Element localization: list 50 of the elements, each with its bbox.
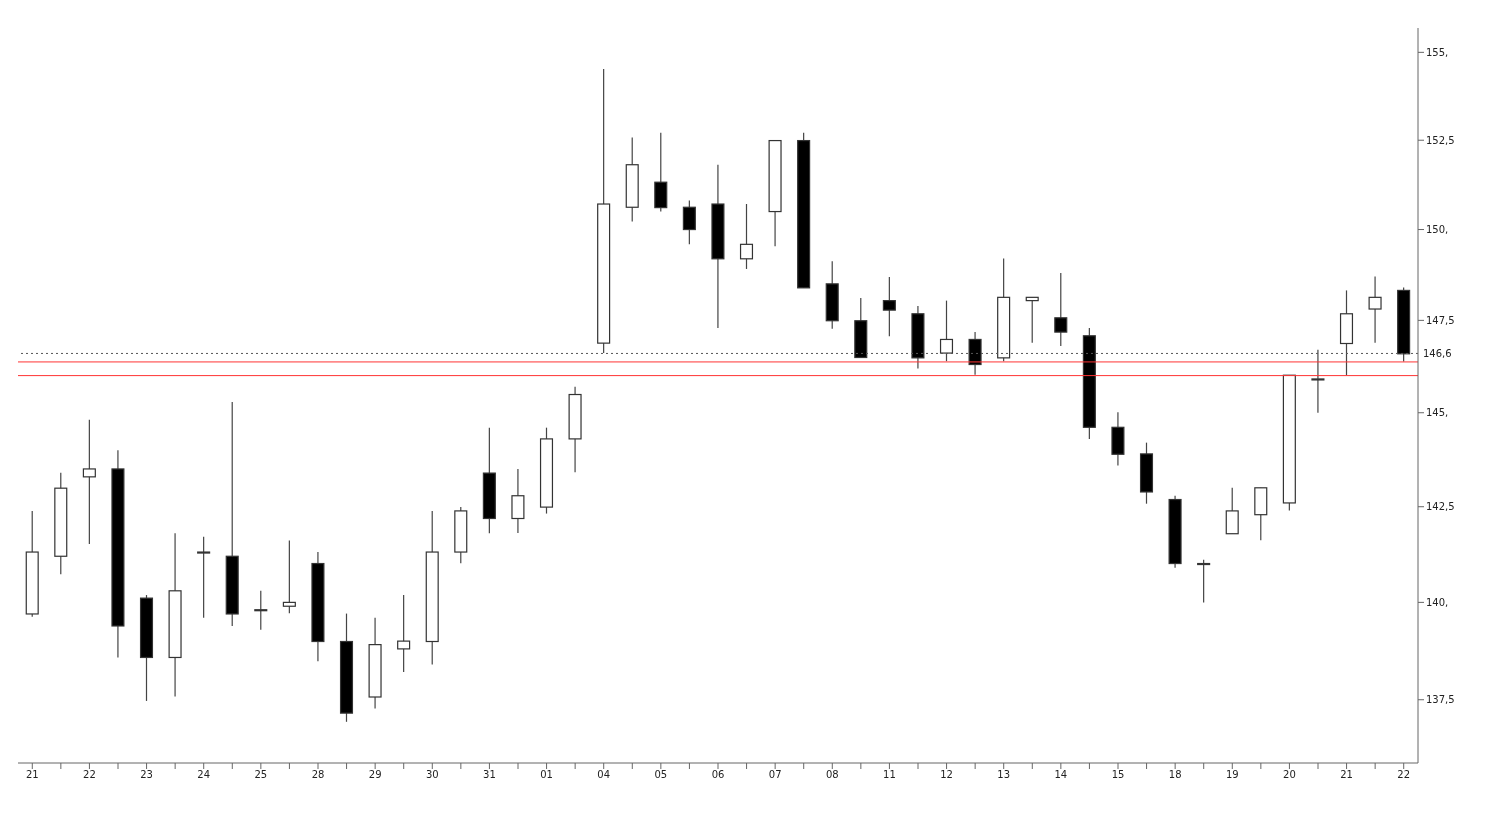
candlestick bbox=[511, 468, 525, 534]
x-tick-label: 29 bbox=[368, 769, 382, 781]
y-tick-label: 147,5 bbox=[1426, 314, 1455, 326]
x-tick-label: 22 bbox=[1397, 769, 1411, 781]
y-tick-label: 140, bbox=[1426, 596, 1449, 608]
y-tick-label: 152,5 bbox=[1426, 134, 1455, 146]
x-tick-label: 01 bbox=[540, 769, 553, 781]
candlestick bbox=[282, 539, 296, 614]
x-tick-label: 19 bbox=[1225, 769, 1239, 781]
x-tick-label: 12 bbox=[940, 769, 953, 781]
x-tick-label: 07 bbox=[768, 769, 782, 781]
candlestick bbox=[254, 590, 268, 631]
candlestick bbox=[1025, 296, 1039, 344]
x-tick-label: 20 bbox=[1283, 769, 1296, 781]
x-tick-label: 21 bbox=[1340, 769, 1353, 781]
candlestick bbox=[939, 300, 954, 362]
x-tick-label: 28 bbox=[311, 769, 325, 781]
x-tick-label: 30 bbox=[425, 769, 439, 781]
y-tick-label: 137,5 bbox=[1426, 694, 1455, 706]
y-tick-label: 145, bbox=[1426, 407, 1449, 419]
x-tick-label: 11 bbox=[883, 769, 896, 781]
x-tick-label: 18 bbox=[1168, 769, 1182, 781]
x-tick-label: 31 bbox=[483, 769, 496, 781]
ref-line-label: 146,6 bbox=[1423, 347, 1452, 359]
x-tick-label: 14 bbox=[1054, 769, 1068, 781]
candlestick bbox=[1197, 559, 1211, 603]
candlestick bbox=[397, 594, 411, 673]
candlestick bbox=[1311, 349, 1325, 414]
x-tick-label: 13 bbox=[997, 769, 1011, 781]
x-tick-label: 06 bbox=[711, 769, 725, 781]
candlestick bbox=[197, 536, 211, 619]
candlestick bbox=[1368, 275, 1382, 344]
x-tick-label: 21 bbox=[25, 769, 39, 781]
x-tick-label: 23 bbox=[140, 769, 153, 781]
y-tick-label: 155, bbox=[1426, 46, 1449, 58]
x-tick-label: 25 bbox=[254, 769, 268, 781]
y-tick-label: 150, bbox=[1426, 224, 1449, 236]
x-tick-label: 08 bbox=[825, 769, 839, 781]
candlestick bbox=[882, 276, 896, 337]
x-tick-label: 04 bbox=[597, 769, 611, 781]
x-tick-label: 15 bbox=[1111, 769, 1125, 781]
x-tick-label: 24 bbox=[197, 769, 211, 781]
candlestick bbox=[739, 203, 754, 270]
candlestick bbox=[682, 199, 696, 245]
candlestick bbox=[82, 419, 96, 545]
x-tick-label: 05 bbox=[654, 769, 668, 781]
x-tick-label: 22 bbox=[83, 769, 96, 781]
candlestick bbox=[1225, 487, 1239, 535]
candlestick bbox=[1054, 272, 1068, 347]
y-tick-label: 142,5 bbox=[1426, 501, 1455, 513]
